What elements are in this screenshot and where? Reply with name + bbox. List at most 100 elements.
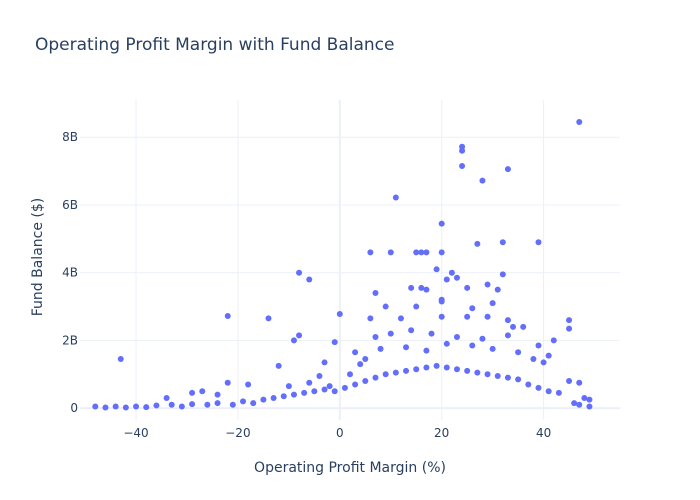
data-point[interactable] <box>347 371 353 378</box>
data-point[interactable] <box>296 332 303 339</box>
data-point[interactable] <box>571 400 578 407</box>
data-point[interactable] <box>438 313 445 320</box>
data-point[interactable] <box>352 349 359 356</box>
data-point[interactable] <box>494 372 501 379</box>
data-point[interactable] <box>189 401 196 408</box>
data-point[interactable] <box>133 403 140 410</box>
data-point[interactable] <box>464 284 471 291</box>
data-point[interactable] <box>581 394 588 401</box>
data-point[interactable] <box>423 286 430 293</box>
data-point[interactable] <box>438 220 445 227</box>
data-point[interactable] <box>331 339 338 346</box>
data-point[interactable] <box>443 276 450 283</box>
data-point[interactable] <box>566 317 573 324</box>
data-point[interactable] <box>403 367 410 374</box>
data-point[interactable] <box>443 364 450 371</box>
data-point[interactable] <box>296 269 303 276</box>
data-point[interactable] <box>214 400 221 407</box>
data-point[interactable] <box>413 366 420 373</box>
data-point[interactable] <box>321 386 328 393</box>
data-point[interactable] <box>459 163 466 170</box>
data-point[interactable] <box>362 356 369 363</box>
data-point[interactable] <box>499 239 506 246</box>
data-point[interactable] <box>290 391 297 398</box>
data-point[interactable] <box>229 401 236 408</box>
data-point[interactable] <box>423 364 430 371</box>
data-point[interactable] <box>535 384 542 391</box>
data-point[interactable] <box>362 378 369 385</box>
data-point[interactable] <box>484 281 491 288</box>
data-point[interactable] <box>301 389 308 396</box>
data-point[interactable] <box>250 400 257 407</box>
data-point[interactable] <box>566 378 573 385</box>
data-point[interactable] <box>372 290 379 297</box>
data-point[interactable] <box>224 313 231 320</box>
data-point[interactable] <box>469 342 476 349</box>
data-point[interactable] <box>153 402 160 409</box>
data-point[interactable] <box>143 404 150 411</box>
data-point[interactable] <box>331 388 338 395</box>
data-point[interactable] <box>341 384 348 391</box>
data-point[interactable] <box>224 379 231 386</box>
data-point[interactable] <box>367 249 374 256</box>
data-point[interactable] <box>352 381 359 388</box>
data-point[interactable] <box>392 369 399 376</box>
data-point[interactable] <box>438 298 445 305</box>
data-point[interactable] <box>504 317 511 324</box>
data-point[interactable] <box>377 345 384 352</box>
data-point[interactable] <box>423 347 430 354</box>
data-point[interactable] <box>545 388 552 395</box>
data-point[interactable] <box>163 394 170 401</box>
data-point[interactable] <box>122 404 129 411</box>
data-point[interactable] <box>576 119 583 126</box>
data-point[interactable] <box>433 362 440 369</box>
data-point[interactable] <box>474 369 481 376</box>
data-point[interactable] <box>504 374 511 381</box>
data-point[interactable] <box>555 389 562 396</box>
data-point[interactable] <box>576 379 583 386</box>
data-point[interactable] <box>204 401 211 408</box>
data-point[interactable] <box>372 334 379 341</box>
data-point[interactable] <box>285 383 292 390</box>
data-point[interactable] <box>566 325 573 332</box>
data-point[interactable] <box>489 300 496 307</box>
data-point[interactable] <box>586 396 593 403</box>
data-point[interactable] <box>275 362 282 369</box>
data-point[interactable] <box>112 403 119 410</box>
data-point[interactable] <box>336 311 343 318</box>
data-point[interactable] <box>453 274 460 281</box>
data-point[interactable] <box>245 381 252 388</box>
data-point[interactable] <box>550 337 557 344</box>
data-point[interactable] <box>423 249 430 256</box>
data-point[interactable] <box>168 401 175 408</box>
data-point[interactable] <box>316 372 323 379</box>
data-point[interactable] <box>372 374 379 381</box>
data-point[interactable] <box>479 335 486 342</box>
data-point[interactable] <box>438 249 445 256</box>
data-point[interactable] <box>92 403 99 410</box>
data-point[interactable] <box>576 401 583 408</box>
data-point[interactable] <box>382 371 389 378</box>
data-point[interactable] <box>510 323 517 330</box>
data-point[interactable] <box>403 344 410 351</box>
data-point[interactable] <box>448 269 455 276</box>
data-point[interactable] <box>290 337 297 344</box>
data-point[interactable] <box>413 249 420 256</box>
data-point[interactable] <box>117 356 124 363</box>
data-point[interactable] <box>240 398 247 405</box>
data-point[interactable] <box>428 330 435 337</box>
data-point[interactable] <box>214 391 221 398</box>
data-point[interactable] <box>484 371 491 378</box>
data-point[interactable] <box>494 286 501 293</box>
data-point[interactable] <box>515 349 522 356</box>
data-point[interactable] <box>102 404 109 411</box>
data-point[interactable] <box>530 356 537 363</box>
data-point[interactable] <box>464 313 471 320</box>
data-point[interactable] <box>504 166 511 173</box>
data-point[interactable] <box>408 284 415 291</box>
data-point[interactable] <box>260 396 267 403</box>
data-point[interactable] <box>459 147 466 154</box>
data-point[interactable] <box>189 389 196 396</box>
data-point[interactable] <box>270 394 277 401</box>
data-point[interactable] <box>464 367 471 374</box>
